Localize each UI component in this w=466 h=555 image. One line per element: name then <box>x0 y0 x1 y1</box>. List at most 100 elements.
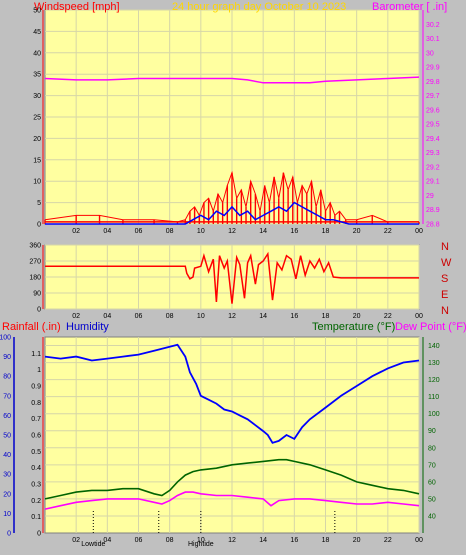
panel2-xtick-label: 04 <box>103 313 111 320</box>
barometer-ytick-label: 29.3 <box>426 150 440 157</box>
windspeed-ytick-label: 35 <box>33 72 41 79</box>
panel2-xtick-label: 12 <box>228 313 236 320</box>
humidity-ytick-label: 40 <box>3 452 11 459</box>
direction-compass-label: N <box>441 241 449 253</box>
series-group <box>44 76 420 533</box>
direction-ytick-label: 0 <box>37 307 41 314</box>
rainfall-ytick-label: 0.7 <box>31 416 41 423</box>
temperature-ytick-label: 60 <box>428 479 436 486</box>
panel3-xtick-label: 04 <box>103 537 111 544</box>
rainfall-ytick-label: 0.1 <box>31 514 41 521</box>
barometer-ytick-label: 28.9 <box>426 207 440 214</box>
panel3-xtick-label: 14 <box>259 537 267 544</box>
barometer-ytick-label: 29.6 <box>426 107 440 114</box>
barometer-ytick-label: 29.1 <box>426 179 440 186</box>
panel2-xtick-label: 20 <box>353 313 361 320</box>
dew-point-axis-label: Dew Point (°F) <box>395 321 466 333</box>
rainfall-ytick-label: 1 <box>37 367 41 374</box>
windspeed-axis-label: Windspeed [mph] <box>34 1 120 13</box>
rainfall-axis-label: Rainfall (.in) <box>2 321 61 333</box>
humidity-ytick-label: 0 <box>7 531 11 538</box>
rainfall-ytick-label: 0.6 <box>31 433 41 440</box>
rainfall-ytick-label: 1.1 <box>31 351 41 358</box>
wind-direction-line <box>45 251 419 304</box>
rainfall-ytick-label: 0.4 <box>31 465 41 472</box>
temperature-ytick-label: 100 <box>428 411 440 418</box>
panel2-xtick-label: 06 <box>135 313 143 320</box>
axes-group <box>13 10 424 533</box>
barometer-ytick-label: 29.8 <box>426 79 440 86</box>
panel1-xtick-label: 06 <box>135 228 143 235</box>
lowtide-label: Lowtide <box>81 541 105 548</box>
temperature-ytick-label: 80 <box>428 445 436 452</box>
humidity-ytick-label: 90 <box>3 354 11 361</box>
panel3-xtick-label: 08 <box>166 537 174 544</box>
panel3-xtick-label: 20 <box>353 537 361 544</box>
panel1-xtick-label: 02 <box>72 228 80 235</box>
humidity-ytick-label: 100 <box>0 335 11 342</box>
panel3-xtick-label: 02 <box>72 537 80 544</box>
humidity-ytick-label: 30 <box>3 472 11 479</box>
barometer-ytick-label: 29.4 <box>426 136 440 143</box>
windspeed-ytick-label: 0 <box>37 222 41 229</box>
windspeed-gust-line <box>44 170 419 223</box>
humidity-ytick-label: 50 <box>3 433 11 440</box>
panel1-xtick-label: 18 <box>322 228 330 235</box>
panel2-xtick-label: 22 <box>384 313 392 320</box>
panel3-xtick-label: 00 <box>415 537 423 544</box>
temperature-line <box>44 458 420 500</box>
direction-ytick-label: 90 <box>33 291 41 298</box>
windspeed-ytick-label: 5 <box>37 200 41 207</box>
panel1-xtick-label: 22 <box>384 228 392 235</box>
panel1-xtick-label: 16 <box>290 228 298 235</box>
windspeed-ytick-label: 25 <box>33 115 41 122</box>
direction-compass-label: S <box>441 273 448 285</box>
barometer-ytick-label: 29.2 <box>426 164 440 171</box>
humidity-ytick-label: 80 <box>3 374 11 381</box>
panel1-xtick-label: 08 <box>166 228 174 235</box>
rainfall-ytick-label: 0.5 <box>31 449 41 456</box>
barometer-ytick-label: 30.1 <box>426 36 440 43</box>
panel2-xtick-label: 14 <box>259 313 267 320</box>
panel3-xtick-label: 16 <box>290 537 298 544</box>
barometer-ytick-label: 30 <box>426 50 434 57</box>
barometer-ytick-label: 29 <box>426 193 434 200</box>
temperature-ytick-label: 40 <box>428 513 436 520</box>
panel1-xtick-label: 20 <box>353 228 361 235</box>
temperature-ytick-label: 120 <box>428 377 440 384</box>
windspeed-ytick-label: 20 <box>33 136 41 143</box>
windspeed-ytick-label: 30 <box>33 93 41 100</box>
panel1-xtick-label: 00 <box>415 228 423 235</box>
windspeed-ytick-label: 10 <box>33 179 41 186</box>
direction-ytick-label: 180 <box>29 275 41 282</box>
panel1-xtick-label: 12 <box>228 228 236 235</box>
panel2-xtick-label: 08 <box>166 313 174 320</box>
humidity-ytick-label: 20 <box>3 491 11 498</box>
temperature-ytick-label: 140 <box>428 343 440 350</box>
panel2-xtick-label: 00 <box>415 313 423 320</box>
temperature-ytick-label: 50 <box>428 496 436 503</box>
humidity-ytick-label: 10 <box>3 511 11 518</box>
tick-labels-group: 02 04 06 08 10 12 14 16 18 20 22 000510152025303540… <box>0 8 452 549</box>
barometer-ytick-label: 28.8 <box>426 222 440 229</box>
humidity-axis-label: Humidity <box>66 321 109 333</box>
windspeed-ytick-label: 50 <box>33 8 41 15</box>
panel2-xtick-label: 16 <box>290 313 298 320</box>
temperature-ytick-label: 90 <box>428 428 436 435</box>
rainfall-ytick-label: 0.2 <box>31 498 41 505</box>
panel2-xtick-label: 10 <box>197 313 205 320</box>
dew-point-line <box>44 491 420 510</box>
barometer-ytick-label: 30.2 <box>426 22 440 29</box>
temperature-axis-label: Temperature (°F) <box>312 321 395 333</box>
panel3-xtick-label: 06 <box>135 537 143 544</box>
windspeed-ytick-label: 45 <box>33 29 41 36</box>
windspeed-ytick-label: 15 <box>33 157 41 164</box>
barometer-ytick-label: 29.9 <box>426 65 440 72</box>
barometer-ytick-label: 29.5 <box>426 122 440 129</box>
temperature-ytick-label: 110 <box>428 394 439 401</box>
rainfall-ytick-label: 0.3 <box>31 482 41 489</box>
windspeed-ytick-label: 40 <box>33 50 41 57</box>
humidity-line <box>44 343 420 444</box>
gridlines <box>45 9 420 533</box>
